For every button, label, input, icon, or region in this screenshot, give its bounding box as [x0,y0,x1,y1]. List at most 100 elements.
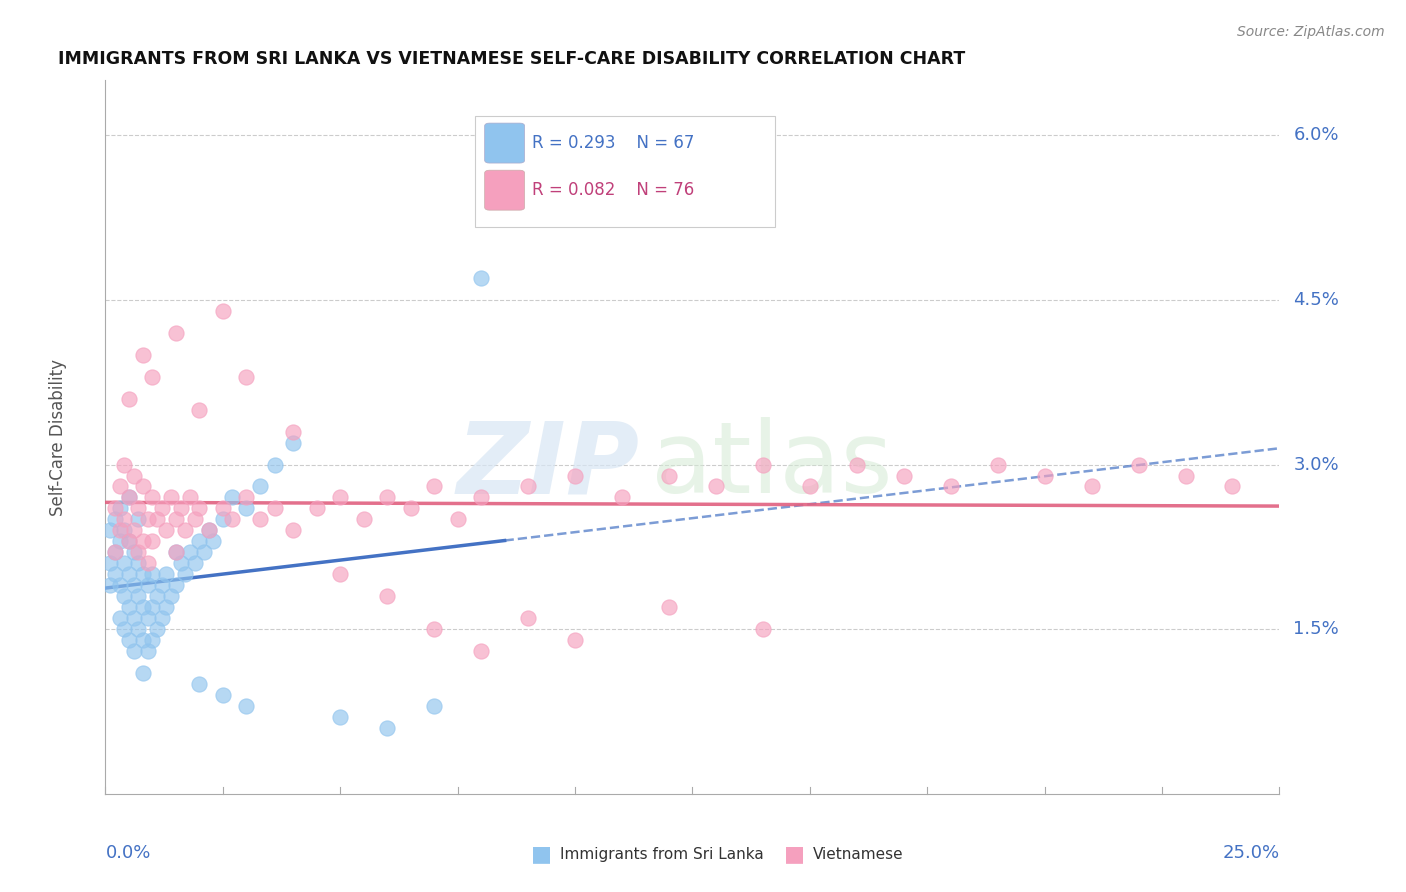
Point [127,557,149,571]
Point [188,534,211,549]
Point [132,348,155,362]
Point [197,524,219,538]
Point [564,633,586,648]
Point [141,369,163,384]
Point [283,435,305,450]
Text: R = 0.082    N = 76: R = 0.082 N = 76 [531,181,695,199]
Point [169,557,191,571]
Point [263,501,285,516]
Point [118,392,141,406]
Point [108,578,131,592]
Point [112,589,135,603]
Point [112,622,135,636]
Point [183,512,205,526]
Point [305,501,328,516]
Point [447,512,470,526]
Point [165,545,187,559]
Point [249,479,271,493]
Point [141,534,163,549]
Point [375,491,398,505]
Point [122,524,145,538]
Point [188,501,211,516]
Point [423,479,446,493]
Point [112,512,135,526]
Point [132,666,155,681]
Point [150,578,173,592]
Point [517,611,540,625]
Point [112,458,135,472]
Point [132,534,155,549]
Point [112,557,135,571]
Point [165,512,187,526]
Point [235,699,257,714]
Point [146,512,169,526]
Point [108,611,131,625]
Point [375,589,398,603]
Point [136,611,159,625]
Point [470,644,492,658]
Point [136,578,159,592]
Text: 3.0%: 3.0% [1294,456,1339,474]
Text: atlas: atlas [651,417,893,514]
Point [202,534,225,549]
Text: Vietnamese: Vietnamese [813,847,903,862]
Point [141,600,163,615]
Point [150,611,173,625]
Point [112,524,135,538]
Point [1080,479,1102,493]
Point [118,534,141,549]
Point [165,326,187,340]
Point [108,524,131,538]
Point [211,688,233,702]
Point [136,512,159,526]
Point [658,600,681,615]
Point [132,633,155,648]
Point [98,557,121,571]
Point [118,600,141,615]
FancyBboxPatch shape [485,170,524,211]
Point [188,402,211,417]
Point [155,524,177,538]
Point [235,369,257,384]
Point [108,501,131,516]
Point [169,501,191,516]
Point [263,458,285,472]
Point [1128,458,1150,472]
Point [132,600,155,615]
Point [329,491,352,505]
Point [193,545,215,559]
Point [122,578,145,592]
Point [221,491,243,505]
Point [423,699,446,714]
Point [283,524,305,538]
Text: ■: ■ [785,845,804,864]
Point [127,501,149,516]
Text: 6.0%: 6.0% [1294,126,1339,145]
FancyBboxPatch shape [485,123,524,163]
Text: 0.0%: 0.0% [105,844,150,862]
Point [1174,468,1197,483]
Point [179,491,201,505]
Point [211,303,233,318]
Point [211,512,233,526]
Point [353,512,375,526]
Text: Source: ZipAtlas.com: Source: ZipAtlas.com [1237,25,1385,39]
Point [141,491,163,505]
Point [165,545,187,559]
Point [987,458,1010,472]
Point [155,600,177,615]
Point [122,644,145,658]
Point [211,501,233,516]
Point [141,633,163,648]
Point [108,479,131,493]
Point [197,524,219,538]
Point [249,512,271,526]
Point [704,479,727,493]
Point [375,721,398,735]
Point [1222,479,1244,493]
Point [98,578,121,592]
Point [98,524,121,538]
Point [127,622,149,636]
Point [235,501,257,516]
Point [179,545,201,559]
